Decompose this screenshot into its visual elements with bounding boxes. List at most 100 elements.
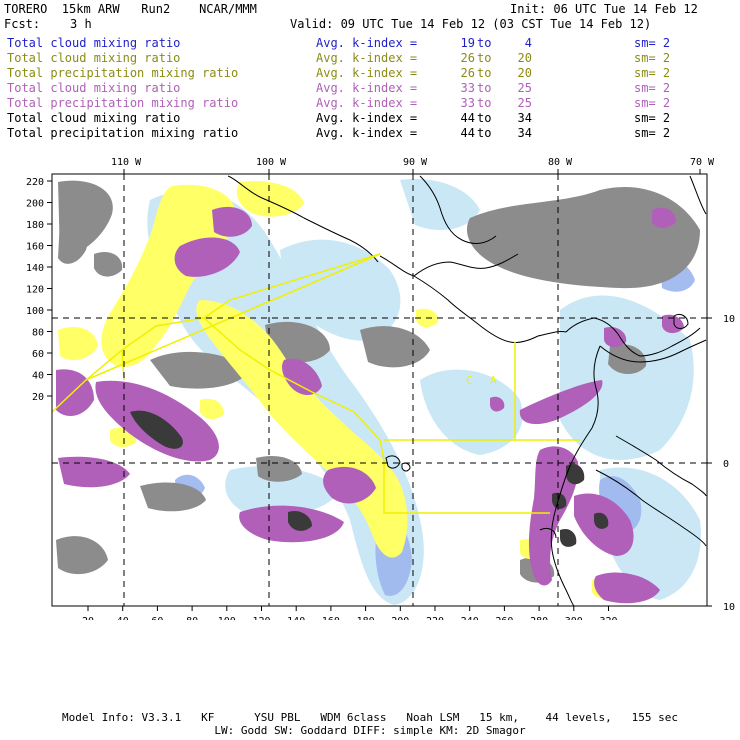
forecast-hour: 3 h <box>70 17 92 31</box>
legend-row: Total precipitation mixing ratio Avg. k-i… <box>7 66 735 80</box>
gray-field <box>56 180 700 583</box>
forecast-map: C A 110 W 100 W 90 W 80 W 70 W 10 N 0 10 S 220 20… <box>26 157 740 620</box>
legend-field: Total cloud mixing ratio <box>7 81 181 95</box>
legend-k2: 20 <box>517 51 532 65</box>
legend-to: to <box>477 81 492 95</box>
axis-ticks <box>47 169 712 611</box>
legend-sm: sm= 2 <box>634 96 671 110</box>
mixing-ratio-fields <box>56 179 701 606</box>
grid-x-label: 140 <box>287 616 305 620</box>
legend-to: to <box>477 126 492 140</box>
darkgray-field <box>130 410 609 547</box>
grid-x-label: 60 <box>151 616 163 620</box>
legend-k1: 26 <box>460 51 475 65</box>
legend-sm: sm= 2 <box>634 66 671 80</box>
grid-x-label: 100 <box>218 616 236 620</box>
longitude-label: 70 W <box>690 157 715 168</box>
forecast-label: Fcst: <box>4 17 41 31</box>
legend-to: to <box>477 111 492 125</box>
legend-field: Total cloud mixing ratio <box>7 36 181 50</box>
legend-field: Total precipitation mixing ratio <box>7 96 239 110</box>
axis-tick-labels: 110 W 100 W 90 W 80 W 70 W 10 N 0 10 S 220 200 180… <box>26 157 740 620</box>
legend-k1: 44 <box>460 126 475 140</box>
legend-avg: Avg. k-index = <box>316 36 418 50</box>
legend-sm: sm= 2 <box>634 81 671 95</box>
legend-k1: 19 <box>460 36 475 50</box>
legend-k2: 34 <box>517 126 532 140</box>
legend-k2: 34 <box>517 111 532 125</box>
legend-avg: Avg. k-index = <box>316 126 418 140</box>
legend-to: to <box>477 96 492 110</box>
legend-to: to <box>477 51 492 65</box>
grid-x-label: 220 <box>426 616 444 620</box>
map-label-c: C <box>466 374 473 387</box>
legend-k1: 33 <box>460 96 475 110</box>
grid-y-label: 160 <box>26 242 44 253</box>
legend-row: Total cloud mixing ratio Avg. k-index = 19… <box>7 36 735 50</box>
graticule <box>52 174 707 606</box>
legend-avg: Avg. k-index = <box>316 51 418 65</box>
legend-field: Total precipitation mixing ratio <box>7 126 239 140</box>
grid-x-label: 180 <box>357 616 375 620</box>
longitude-label: 110 W <box>111 157 142 168</box>
legend-sm: sm= 2 <box>634 111 671 125</box>
grid-y-label: 140 <box>26 263 44 274</box>
grid-x-label: 160 <box>322 616 340 620</box>
legend-sm: sm= 2 <box>634 36 671 50</box>
legend-avg: Avg. k-index = <box>316 111 418 125</box>
model-info-line2: LW: Godd SW: Goddard DIFF: simple KM: 2D… <box>214 724 526 737</box>
legend-k1: 44 <box>460 111 475 125</box>
valid-time: Valid: 09 UTC Tue 14 Feb 12 (03 CST Tue … <box>290 17 652 31</box>
legend-avg: Avg. k-index = <box>316 66 418 80</box>
grid-y-label: 60 <box>32 349 44 360</box>
grid-y-label: 220 <box>26 177 44 188</box>
grid-x-label: 280 <box>530 616 548 620</box>
legend-k2: 25 <box>517 96 532 110</box>
legend-k1: 26 <box>460 66 475 80</box>
legend-row: Total cloud mixing ratio Avg. k-index = 44… <box>7 111 735 125</box>
grid-x-label: 80 <box>186 616 198 620</box>
legend-avg: Avg. k-index = <box>316 96 418 110</box>
legend-avg: Avg. k-index = <box>316 81 418 95</box>
grid-x-label: 20 <box>82 616 94 620</box>
grid-x-label: 120 <box>252 616 270 620</box>
legend-row: Total precipitation mixing ratio Avg. k-i… <box>7 96 735 110</box>
legend-sm: sm= 2 <box>634 51 671 65</box>
legend-field: Total cloud mixing ratio <box>7 111 181 125</box>
latitude-label: 10 S <box>723 602 740 613</box>
legend-k1: 33 <box>460 81 475 95</box>
grid-y-label: 100 <box>26 306 44 317</box>
grid-y-label: 80 <box>32 328 44 339</box>
grid-y-label: 200 <box>26 199 44 210</box>
legend-sm: sm= 2 <box>634 126 671 140</box>
plot-frame <box>51 173 708 607</box>
legend-row: Total cloud mixing ratio Avg. k-index = 33… <box>7 81 735 95</box>
grid-y-label: 120 <box>26 285 44 296</box>
legend-field: Total precipitation mixing ratio <box>7 66 239 80</box>
legend-k2: 4 <box>524 36 532 50</box>
legend-row: Total precipitation mixing ratio Avg. k-i… <box>7 126 735 140</box>
grid-x-label: 320 <box>599 616 617 620</box>
grid-x-label: 200 <box>391 616 409 620</box>
grid-x-label: 300 <box>565 616 583 620</box>
longitude-label: 80 W <box>548 157 573 168</box>
init-time: Init: 06 UTC Tue 14 Feb 12 <box>510 2 698 16</box>
grid-y-label: 20 <box>32 392 44 403</box>
legend-to: to <box>477 66 492 80</box>
longitude-label: 100 W <box>256 157 287 168</box>
map-label-a: A <box>490 374 497 387</box>
longitude-label: 90 W <box>403 157 428 168</box>
legend-k2: 20 <box>517 66 532 80</box>
coastline <box>227 175 707 607</box>
legend-k2: 25 <box>517 81 532 95</box>
legend-field: Total cloud mixing ratio <box>7 51 181 65</box>
grid-y-label: 40 <box>32 371 44 382</box>
grid-x-label: 240 <box>461 616 479 620</box>
grid-y-label: 180 <box>26 220 44 231</box>
legend-to: to <box>477 36 492 50</box>
model-info-line1: Model Info: V3.3.1 KF YSU PBL WDM 6class… <box>62 711 678 724</box>
legend-row: Total cloud mixing ratio Avg. k-index = 26… <box>7 51 735 65</box>
grid-x-label: 40 <box>117 616 129 620</box>
latitude-label: 10 N <box>723 314 740 325</box>
latitude-label: 0 <box>723 459 729 470</box>
